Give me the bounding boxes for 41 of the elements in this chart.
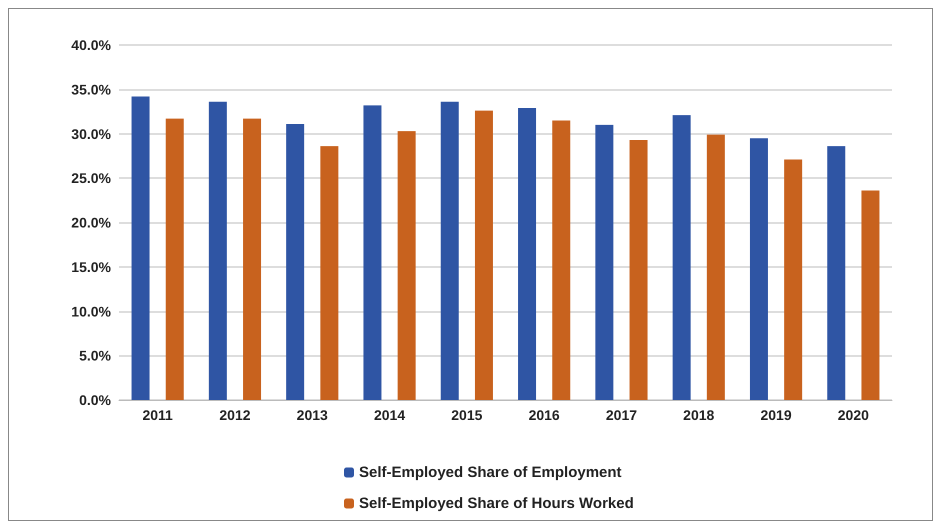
bar (827, 146, 846, 400)
y-tick-label: 0.0% (79, 392, 112, 408)
x-tick-label: 2020 (838, 407, 870, 423)
bar (440, 102, 459, 400)
legend-label: Self-Employed Share of Employment (359, 464, 622, 481)
x-tick-label: 2014 (374, 407, 406, 423)
bar (750, 138, 768, 400)
y-tick-label: 10.0% (71, 303, 112, 320)
y-tick-label: 30.0% (71, 126, 112, 142)
y-tick-label: 5.0% (79, 348, 112, 364)
legend-label: Self-Employed Share of Hours Worked (359, 495, 634, 512)
bar (595, 124, 614, 400)
bar (320, 146, 338, 400)
bar (672, 115, 691, 400)
x-tick-label: 2018 (683, 407, 715, 423)
bar (630, 140, 648, 400)
y-tick-label: 20.0% (71, 214, 112, 230)
y-tick-label: 15.0% (71, 258, 112, 275)
bar (243, 118, 262, 400)
bar (132, 96, 150, 400)
bar (166, 118, 184, 400)
bar (363, 105, 382, 400)
bar (518, 108, 536, 400)
x-tick-label: 2013 (296, 407, 328, 423)
x-tick-label: 2011 (142, 407, 174, 423)
bar (861, 190, 880, 400)
x-tick-label: 2019 (760, 407, 792, 423)
x-tick-label: 2015 (451, 407, 483, 423)
bar (784, 159, 802, 400)
bar (552, 120, 570, 400)
bar (474, 110, 493, 400)
bar (706, 134, 725, 400)
y-tick-label: 25.0% (71, 170, 112, 186)
bar (208, 102, 227, 400)
y-tick-label: 35.0% (71, 81, 112, 98)
x-tick-label: 2016 (528, 407, 560, 423)
x-tick-label: 2017 (606, 407, 638, 423)
y-tick-label: 40.0% (71, 37, 112, 53)
x-tick-label: 2012 (219, 407, 251, 423)
bar (398, 131, 416, 400)
bar (286, 124, 304, 400)
